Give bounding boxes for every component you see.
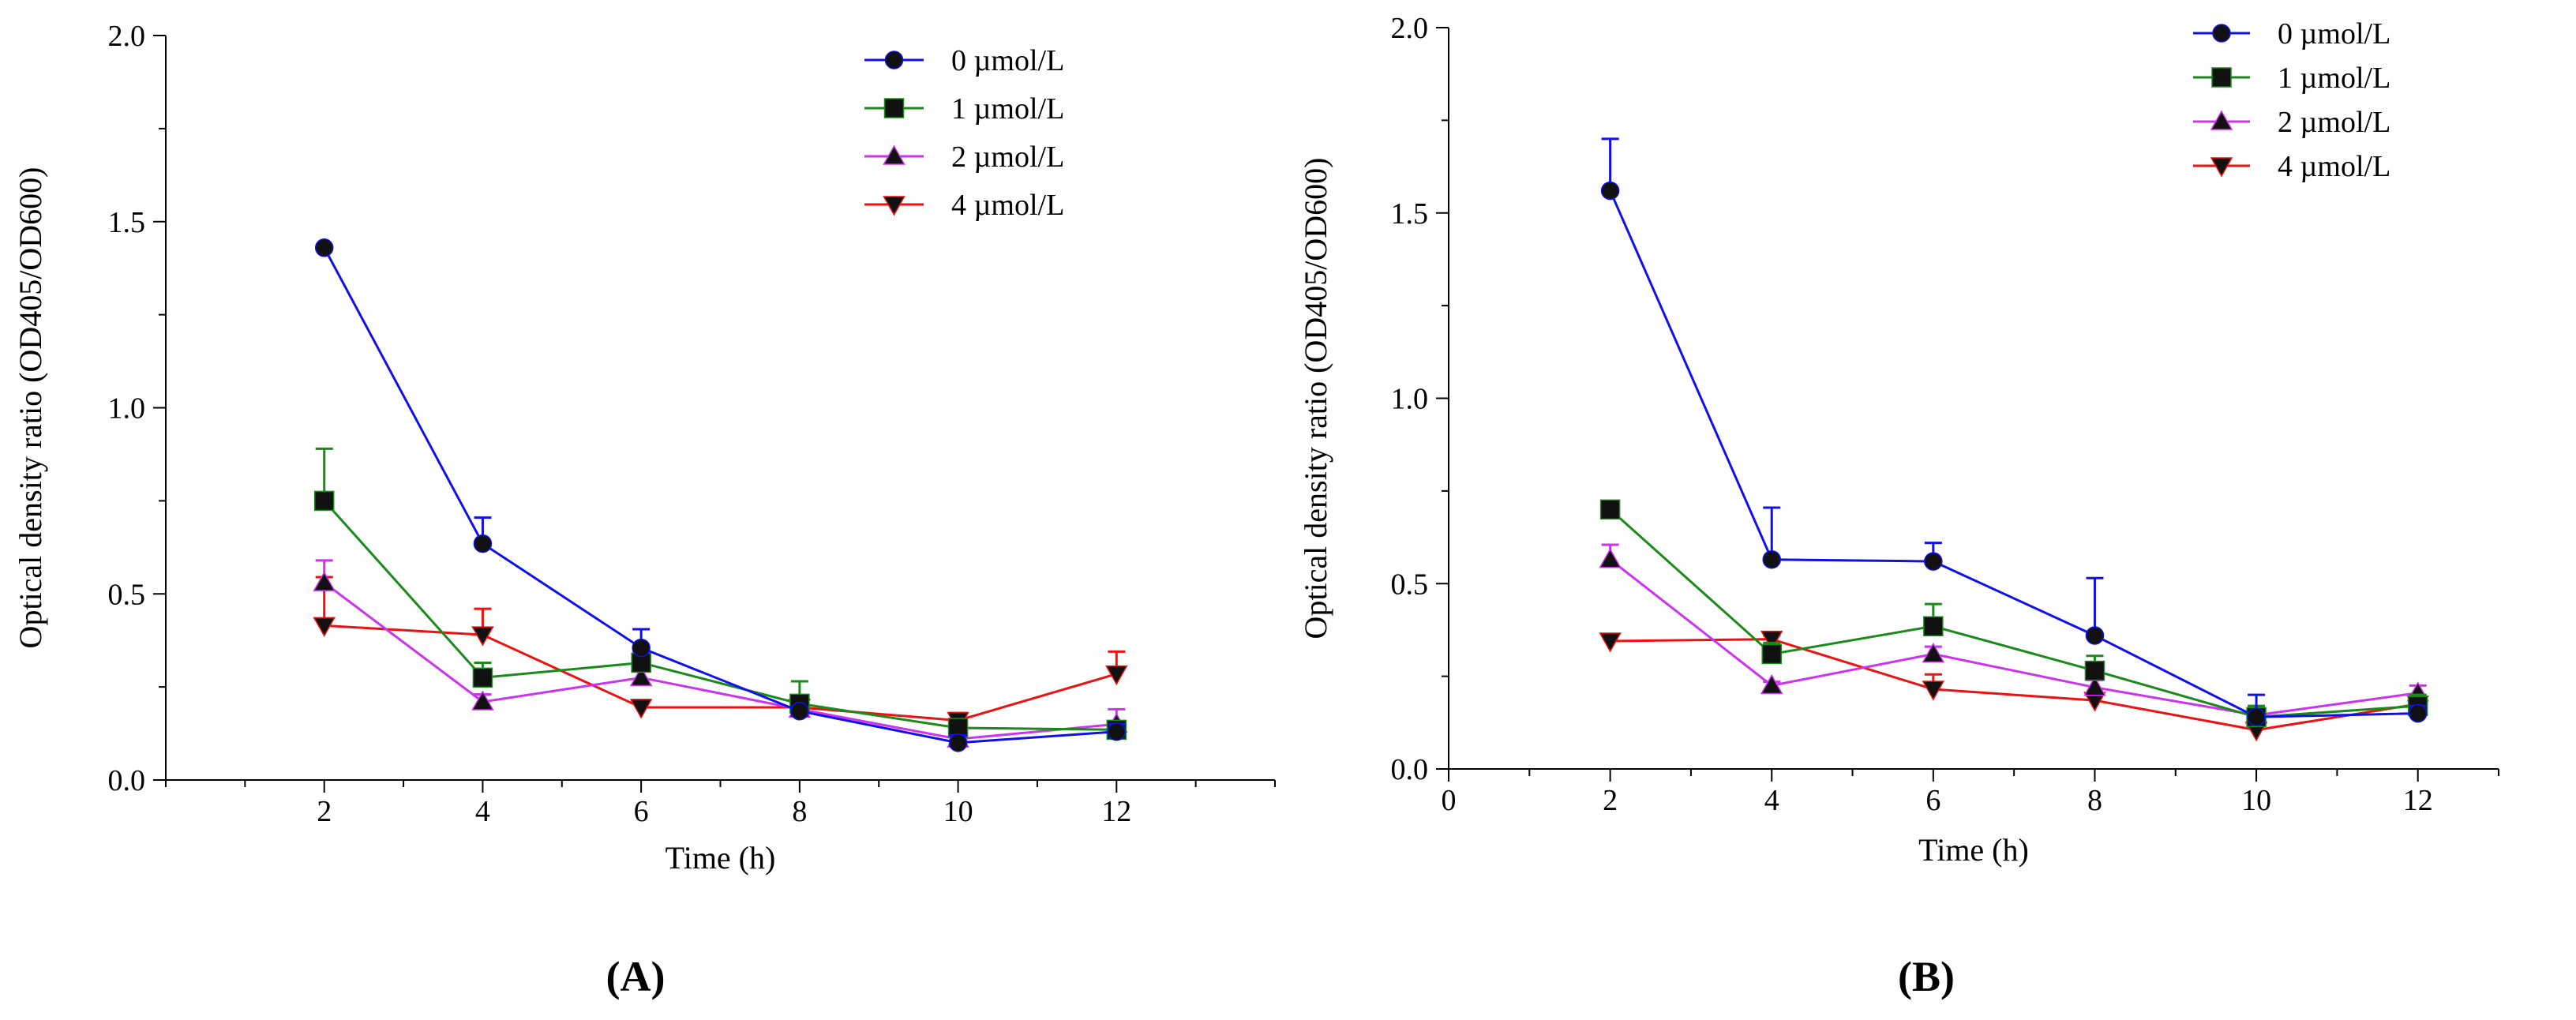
legend-entry: 2 µmol/L <box>951 141 1064 174</box>
x-tick-label: 8 <box>792 795 807 828</box>
data-point <box>1600 181 1620 201</box>
x-tick-label: 10 <box>943 795 973 828</box>
x-tick-label: 6 <box>634 795 649 828</box>
panel-label: (A) <box>606 953 666 1000</box>
legend-marker <box>884 51 904 69</box>
x-tick-label: 12 <box>1101 795 1131 828</box>
data-point <box>948 733 968 752</box>
data-point <box>471 626 494 647</box>
series-1 <box>1599 499 2428 728</box>
legend-marker <box>2212 24 2231 43</box>
data-point <box>1924 552 1943 571</box>
x-axis-label: Time (h) <box>666 840 776 876</box>
data-point <box>2085 626 2105 645</box>
y-tick-label: 1.0 <box>108 392 146 426</box>
legend-marker <box>883 196 906 216</box>
data-point <box>314 238 334 257</box>
x-tick-label: 8 <box>2087 784 2102 817</box>
panel-b: 0.0 0.5 1.0 1.5 2.0 0 2 4 6 8 10 12 Time (h) Optical … <box>1298 12 2499 1000</box>
data-point <box>1760 673 1783 695</box>
data-point <box>1761 643 1782 665</box>
data-point <box>1105 665 1128 686</box>
legend-entry: 4 µmol/L <box>2278 150 2390 183</box>
data-point <box>1923 616 1944 636</box>
data-point <box>471 690 494 711</box>
data-point <box>1922 642 1945 663</box>
x-tick-label: 2 <box>1603 784 1618 817</box>
x-tick-label: 6 <box>1925 784 1940 817</box>
legend-entry: 0 µmol/L <box>951 44 1064 77</box>
data-point <box>1760 630 1783 651</box>
y-tick-label: 0.5 <box>1391 568 1429 601</box>
legend: 0 µmol/L 1 µmol/L 2 µmol/L 4 µmol/L <box>2193 17 2390 183</box>
series-line <box>323 500 1117 731</box>
y-axis-label: Optical density ratio (OD405/OD600) <box>13 167 48 649</box>
panel-a: 0.0 0.5 1.0 1.5 2.0 2 4 6 8 10 12 Time (h) Optical d… <box>13 20 1276 1000</box>
series-line <box>1609 558 2418 717</box>
y-tick-label: 0.0 <box>108 764 146 797</box>
data-point <box>2247 707 2266 727</box>
data-point <box>629 699 653 719</box>
y-tick-label: 1.5 <box>108 206 146 239</box>
y-tick-label: 1.5 <box>1391 197 1429 231</box>
x-tick-label: 4 <box>1764 784 1779 817</box>
y-tick-label: 0.5 <box>108 578 146 611</box>
data-point <box>2084 660 2105 681</box>
series-line <box>1609 189 2418 718</box>
data-point <box>629 666 653 687</box>
legend-marker <box>883 98 905 118</box>
x-tick-label: 2 <box>317 795 332 828</box>
series-0 <box>314 238 1127 752</box>
x-tick-label: 10 <box>2241 784 2271 817</box>
series-2 <box>313 559 1128 748</box>
data-point <box>1599 499 1621 520</box>
data-point <box>1107 722 1127 741</box>
series-line <box>324 624 1117 722</box>
data-point <box>313 490 335 512</box>
legend-entry: 1 µmol/L <box>951 92 1064 126</box>
data-point <box>1922 681 1945 701</box>
series-line <box>323 581 1117 741</box>
x-tick-label: 0 <box>1442 784 1457 817</box>
legend-marker <box>883 144 906 165</box>
series-1 <box>313 447 1127 741</box>
legend-marker <box>2211 67 2232 88</box>
y-tick-label: 2.0 <box>1391 12 1429 45</box>
x-tick-label: 12 <box>2403 784 2433 817</box>
series-line <box>1609 508 2418 718</box>
legend-marker <box>2210 110 2233 130</box>
legend-entry: 0 µmol/L <box>2278 17 2390 51</box>
series-line <box>323 247 1117 744</box>
data-point <box>1599 632 1622 653</box>
data-point <box>2408 703 2428 723</box>
data-point <box>632 638 651 658</box>
series-3 <box>313 576 1128 733</box>
legend-entry: 1 µmol/L <box>2278 62 2390 95</box>
series-0 <box>1600 137 2428 727</box>
y-axis-label: Optical density ratio (OD405/OD600) <box>1298 158 1333 639</box>
x-tick-label: 4 <box>475 795 490 828</box>
data-point <box>313 617 336 637</box>
y-tick-label: 0.0 <box>1391 753 1429 786</box>
y-tick-label: 1.0 <box>1391 383 1429 416</box>
panel-label: (B) <box>1898 953 1955 1000</box>
data-point <box>472 667 493 688</box>
x-axis-label: Time (h) <box>1918 832 2029 868</box>
data-point <box>2083 676 2106 696</box>
series-2 <box>1599 543 2429 724</box>
data-point <box>313 571 336 591</box>
legend: 0 µmol/L 1 µmol/L 2 µmol/L 4 µmol/L <box>864 44 1064 222</box>
data-point <box>790 702 809 721</box>
legend-entry: 2 µmol/L <box>2278 106 2390 139</box>
data-point <box>473 534 493 553</box>
series-line <box>1610 638 2418 732</box>
legend-marker <box>2210 157 2233 178</box>
legend-entry: 4 µmol/L <box>951 189 1064 222</box>
data-point <box>1762 549 1781 569</box>
y-tick-label: 2.0 <box>108 20 146 53</box>
data-point <box>1599 548 1622 568</box>
